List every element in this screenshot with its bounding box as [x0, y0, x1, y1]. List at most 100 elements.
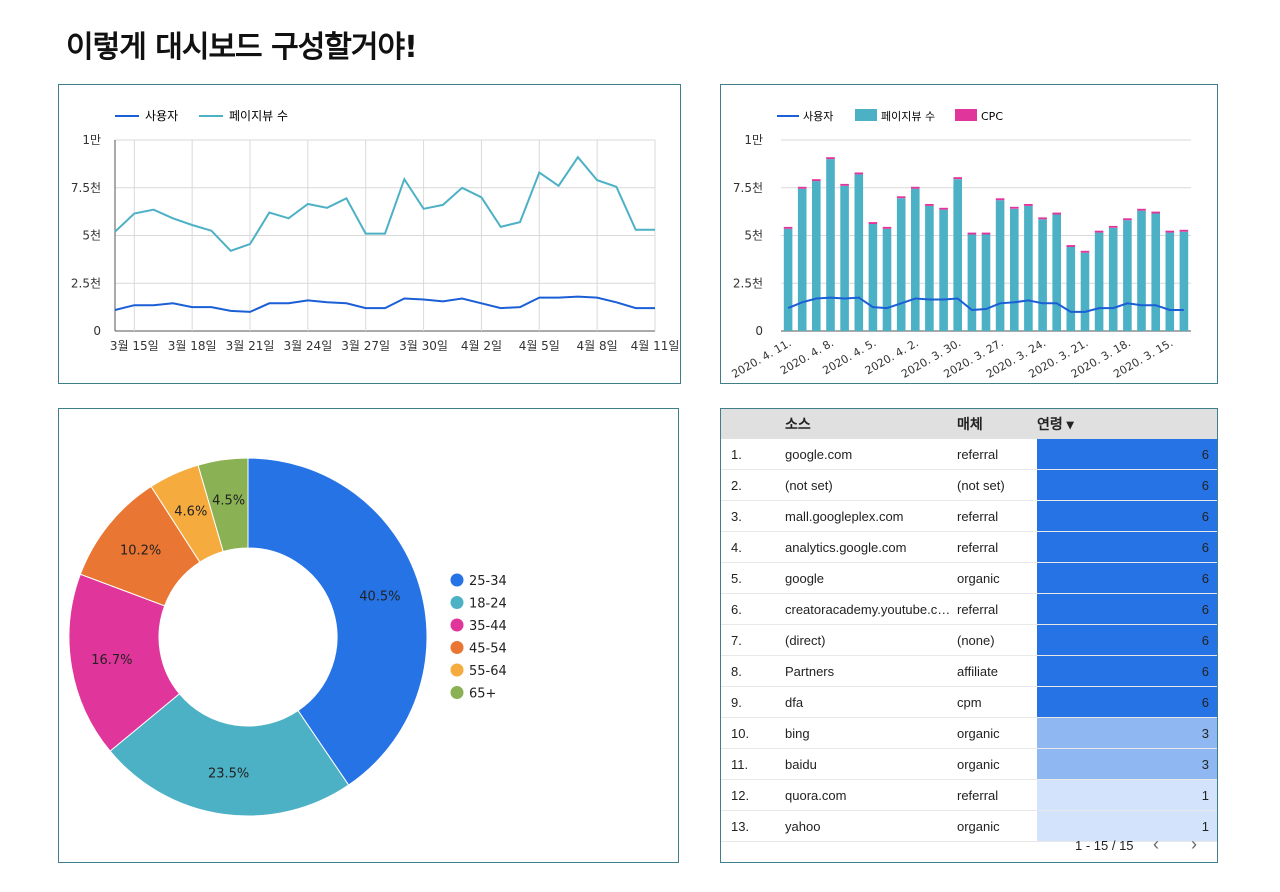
header-source[interactable]: 소스: [775, 409, 957, 439]
table-row[interactable]: 9. dfa cpm 6: [721, 686, 1217, 718]
bar-cpc[interactable]: [1094, 230, 1104, 233]
header-medium[interactable]: 매체: [957, 409, 1037, 439]
table-row[interactable]: 10. bing organic 3: [721, 717, 1217, 749]
bar-cpc[interactable]: [854, 172, 864, 175]
table-row[interactable]: 12. quora.com referral 1: [721, 779, 1217, 811]
table-row[interactable]: 1. google.com referral 6: [721, 439, 1217, 470]
header-age-sort[interactable]: 연령 ▾: [1037, 409, 1217, 439]
bar-cpc[interactable]: [1179, 229, 1189, 232]
bar-cpc[interactable]: [840, 183, 849, 186]
bar-pageviews[interactable]: [1165, 232, 1175, 331]
bar-cpc[interactable]: [995, 198, 1005, 201]
bar-cpc[interactable]: [981, 232, 991, 235]
bar-cpc[interactable]: [896, 196, 906, 199]
table-row[interactable]: 5. google organic 6: [721, 562, 1217, 594]
table-row[interactable]: 11. baidu organic 3: [721, 748, 1217, 780]
bar-pageviews[interactable]: [1151, 213, 1160, 332]
bar-cpc[interactable]: [1052, 212, 1061, 215]
bar-cpc[interactable]: [939, 207, 948, 210]
bar-cpc[interactable]: [1151, 211, 1160, 214]
bar-chart-panel[interactable]: 사용자 페이지뷰 수 CPC 0 2.5천 5천 7.5천 1만 2020. 4. 11…: [720, 84, 1218, 384]
bar-cpc[interactable]: [953, 177, 962, 180]
series-pageviews-line[interactable]: [114, 155, 655, 252]
bar-pageviews[interactable]: [911, 188, 920, 331]
donut-slice-65+[interactable]: [197, 457, 249, 553]
bar-cpc[interactable]: [1080, 250, 1090, 253]
bar-pageviews[interactable]: [1080, 252, 1090, 331]
bar-pageviews[interactable]: [1094, 232, 1104, 331]
bar-pageviews[interactable]: [1179, 231, 1189, 331]
series-users-line[interactable]: [787, 296, 1184, 313]
bar-cpc[interactable]: [826, 157, 835, 160]
header-index: [721, 409, 775, 439]
bar-pageviews[interactable]: [981, 234, 991, 332]
table-row[interactable]: 6. creatoracademy.youtube.c… referral 6: [721, 593, 1217, 625]
bar-cpc[interactable]: [1024, 204, 1033, 206]
bar-pageviews[interactable]: [840, 185, 849, 331]
row-index: 12.: [721, 779, 775, 811]
bar-cpc[interactable]: [1010, 206, 1019, 209]
donut-legend[interactable]: 25-34 18-24 35-44 45-54 55-64 65+: [450, 573, 507, 702]
table-row[interactable]: 3. mall.googleplex.com referral 6: [721, 500, 1217, 532]
bar-pageviews[interactable]: [896, 198, 906, 331]
line-chart-panel[interactable]: 사용자 페이지뷰 수 0 2.5천 5천 7.5천 1만 3월 15일 3월 18일 3월 …: [58, 84, 681, 384]
bar-pageviews[interactable]: [1108, 227, 1118, 331]
bar-cpc[interactable]: [1137, 208, 1146, 211]
table-row[interactable]: 4. analytics.google.com referral 6: [721, 531, 1217, 563]
bar-pageviews[interactable]: [1123, 220, 1132, 331]
bar-pageviews[interactable]: [953, 179, 962, 331]
bar-pageviews[interactable]: [1038, 219, 1047, 331]
bar-cpc[interactable]: [1066, 245, 1076, 247]
bar-pageviews[interactable]: [854, 174, 864, 331]
donut-slice-18-24[interactable]: [109, 693, 350, 817]
donut-chart[interactable]: 40.5% 23.5% 16.7% 10.2% 4.6% 4.5% 25-34 18-24 3…: [59, 409, 678, 862]
bar-cpc[interactable]: [882, 226, 892, 229]
line-chart-legend[interactable]: 사용자 페이지뷰 수: [115, 109, 288, 123]
donut-slice-25-34[interactable]: [247, 457, 428, 786]
source-table-panel[interactable]: 소스 매체 연령 ▾ 1. google.com referral 6 2. (not s…: [720, 408, 1218, 863]
bar-pageviews[interactable]: [797, 188, 807, 331]
donut-chart-panel[interactable]: 40.5% 23.5% 16.7% 10.2% 4.6% 4.5% 25-34 18-24 3…: [58, 408, 679, 863]
bar-pageviews[interactable]: [1010, 208, 1019, 331]
bar-cpc[interactable]: [812, 179, 821, 182]
table-row[interactable]: 8. Partners affiliate 6: [721, 655, 1217, 687]
bar-cpc[interactable]: [1108, 225, 1118, 228]
bar-pageviews[interactable]: [1137, 210, 1146, 331]
donut-slice-35-44[interactable]: [68, 573, 181, 752]
bar-pageviews[interactable]: [967, 234, 977, 332]
table-row[interactable]: 13. yahoo organic 1: [721, 810, 1217, 842]
bar-pageviews[interactable]: [783, 228, 793, 331]
bar-pageviews[interactable]: [995, 200, 1005, 331]
bar-cpc[interactable]: [868, 222, 878, 224]
bar-pageviews[interactable]: [939, 209, 948, 331]
row-index: 10.: [721, 717, 775, 749]
bar-cpc[interactable]: [783, 226, 793, 229]
bar-pageviews[interactable]: [1052, 214, 1061, 332]
bar-pageviews[interactable]: [882, 228, 892, 331]
bar-pageviews[interactable]: [826, 159, 835, 331]
bar-pageviews[interactable]: [925, 205, 934, 331]
bar-cpc[interactable]: [911, 186, 920, 189]
bar-chart-legend[interactable]: 사용자 페이지뷰 수 CPC: [777, 109, 1003, 123]
table-row[interactable]: 2. (not set) (not set) 6: [721, 469, 1217, 501]
prev-page-icon[interactable]: ‹: [1153, 834, 1159, 854]
donut-slice-label: 23.5%: [208, 767, 249, 782]
bar-cpc[interactable]: [925, 204, 934, 206]
bar-cpc[interactable]: [967, 232, 977, 235]
series-users-line[interactable]: [114, 295, 655, 313]
bar-cpc[interactable]: [1165, 230, 1175, 233]
line-chart[interactable]: 사용자 페이지뷰 수 0 2.5천 5천 7.5천 1만 3월 15일 3월 18일 3월 …: [59, 85, 680, 383]
row-index: 7.: [721, 624, 775, 656]
bar-cpc[interactable]: [1123, 218, 1132, 221]
next-page-icon[interactable]: ›: [1191, 834, 1197, 854]
row-index: 6.: [721, 593, 775, 625]
bar-cpc[interactable]: [797, 186, 807, 189]
table-row[interactable]: 7. (direct) (none) 6: [721, 624, 1217, 656]
bar-pageviews[interactable]: [1066, 247, 1076, 331]
row-age-bar: 6: [1037, 469, 1217, 501]
bar-pageviews[interactable]: [868, 224, 878, 331]
bar-cpc[interactable]: [1038, 217, 1047, 220]
bar-pageviews[interactable]: [1024, 205, 1033, 331]
bar-pageviews[interactable]: [812, 181, 821, 331]
